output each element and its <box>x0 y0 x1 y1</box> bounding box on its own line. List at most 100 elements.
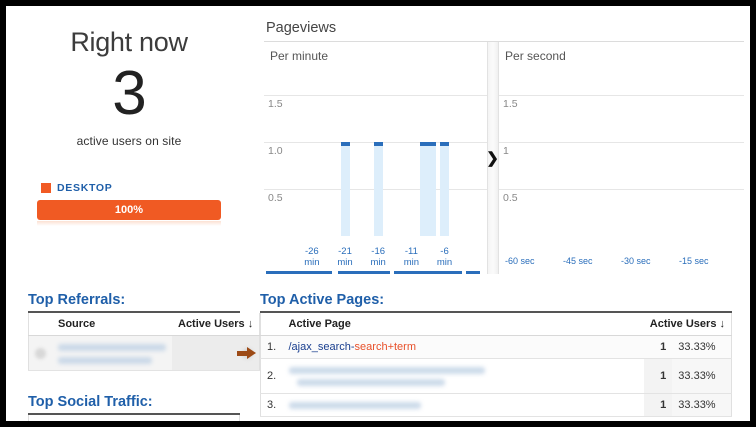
col-header-index <box>260 313 283 336</box>
arrow-shaft <box>237 350 248 356</box>
active-users-subtitle: active users on site <box>76 134 182 148</box>
y-axis-tick-label: 0.5 <box>268 192 283 205</box>
gridline <box>264 95 488 97</box>
col-header-active-users[interactable]: Active Users ↓ <box>643 313 732 336</box>
chart-bar-cap <box>426 142 436 147</box>
col-header-active-users-label: Active Users <box>125 420 192 421</box>
y-axis-tick-label: 1.5 <box>268 98 283 111</box>
chart-bar[interactable] <box>340 142 350 236</box>
col-header-blank <box>28 313 52 336</box>
active-users-percent: 33.33% <box>672 393 732 417</box>
chart-bar-cap <box>440 142 450 147</box>
chart-per-minute-plot: 1.5 1.0 0.5 <box>264 72 488 236</box>
referral-active-users-cell <box>172 335 260 371</box>
col-header-active-page[interactable]: Active Page <box>282 313 644 336</box>
page-cell[interactable] <box>282 393 644 417</box>
device-share-bar-shadow <box>37 221 221 226</box>
chart-bar[interactable] <box>420 142 430 236</box>
chart-bar[interactable] <box>440 142 450 236</box>
referral-avatar-cell <box>28 335 52 371</box>
top-social-traffic-section: Top Social Traffic: Source Active Users … <box>28 394 240 421</box>
pageviews-title: Pageviews <box>266 20 337 36</box>
top-referrals-section: Top Referrals: Source Active Users ↓ <box>28 292 261 371</box>
table-header-row: Source Active Users ↓ <box>28 415 240 421</box>
table-row[interactable]: 2. 1 33.33% <box>260 358 732 394</box>
top-active-pages-table: Active Page Active Users ↓ 1. /ajax_sear… <box>260 313 732 417</box>
sort-descending-icon[interactable]: ↓ <box>194 420 200 421</box>
y-axis-tick-label: 1.0 <box>268 145 283 158</box>
page-cell[interactable] <box>282 358 644 394</box>
chart-per-minute: Per minute 1.5 1.0 0.5 -26 min -21 min -16 min -… <box>264 42 488 274</box>
top-referrals-heading: Top Referrals: <box>28 292 240 313</box>
top-active-pages-heading: Top Active Pages: <box>260 292 732 313</box>
sort-descending-icon[interactable]: ↓ <box>247 318 254 330</box>
chart-per-second: Per second 1.5 1 0.5 -60 sec -45 sec -30 sec… <box>499 42 744 274</box>
y-axis-tick-label: 0.5 <box>503 192 518 205</box>
charts-panel-divider[interactable]: ❯ <box>486 42 500 274</box>
y-axis-tick-label: 1.5 <box>503 98 518 111</box>
redacted-text <box>58 357 152 365</box>
x-axis-tick-label: -21 min <box>337 246 353 268</box>
top-referrals-table: Source Active Users ↓ <box>28 313 261 371</box>
top-active-pages-section: Top Active Pages: Active Page Active Use… <box>260 292 732 417</box>
right-now-title: Right now <box>70 27 188 57</box>
page-cell[interactable]: /ajax_search-search+term <box>282 335 644 359</box>
pageviews-section: Pageviews Per minute 1.5 1.0 0.5 -26 min -21… <box>264 20 744 274</box>
chart-bar[interactable] <box>426 142 436 236</box>
col-header-active-users-label: Active Users <box>649 318 717 330</box>
top-social-traffic-heading: Top Social Traffic: <box>28 394 240 415</box>
gridline <box>499 189 744 191</box>
table-row[interactable]: 3. 1 33.33% <box>260 393 732 417</box>
device-legend: DESKTOP <box>14 182 244 194</box>
redacted-text <box>288 366 485 374</box>
chevron-right-icon[interactable]: ❯ <box>486 149 499 167</box>
x-axis-tick-label: -15 sec <box>679 256 709 266</box>
redacted-text <box>58 343 166 351</box>
chart-per-minute-axis-dashes <box>264 270 483 274</box>
table-row[interactable]: 1. /ajax_search-search+term 1 33.33% <box>260 335 732 359</box>
x-axis-tick-label: -60 sec <box>505 256 535 266</box>
sort-descending-icon[interactable]: ↓ <box>719 318 726 330</box>
col-header-active-users-label: Active Users <box>178 318 245 330</box>
page-path-prefix: /ajax_search- <box>288 341 355 353</box>
charts-row: Per minute 1.5 1.0 0.5 -26 min -21 min -16 min -… <box>264 41 744 274</box>
table-header-row: Active Page Active Users ↓ <box>260 313 732 336</box>
x-axis-tick-label: -16 min <box>370 246 386 268</box>
x-axis-tick-label: -45 sec <box>563 256 593 266</box>
active-users-percent: 33.33% <box>672 358 732 394</box>
table-header-row: Source Active Users ↓ <box>28 313 260 336</box>
col-header-active-users[interactable]: Active Users ↓ <box>118 415 240 421</box>
device-share-bar[interactable]: 100% <box>37 200 221 220</box>
y-axis-tick-label: 1 <box>503 145 509 158</box>
col-header-source[interactable]: Source <box>52 313 172 336</box>
active-users-value: 1 <box>643 335 673 359</box>
analytics-realtime-dashboard: Right now 3 active users on site DESKTOP… <box>6 6 750 421</box>
table-row[interactable] <box>28 335 260 371</box>
row-index: 2. <box>260 358 283 394</box>
active-page-link[interactable]: /ajax_search-search+term <box>289 341 417 353</box>
row-index: 1. <box>260 335 283 359</box>
active-users-percent: 33.33% <box>672 335 732 359</box>
redacted-text <box>288 401 421 409</box>
col-header-source[interactable]: Source <box>50 415 119 421</box>
x-axis-tick-label: -30 sec <box>621 256 651 266</box>
avatar <box>35 347 46 359</box>
row-index: 3. <box>260 393 283 417</box>
col-header-active-users[interactable]: Active Users ↓ <box>172 313 260 336</box>
chart-bar[interactable] <box>373 142 383 236</box>
chart-bar-cap <box>340 142 350 147</box>
right-now-panel: Right now 3 active users on site DESKTOP… <box>14 26 244 266</box>
redacted-text <box>296 378 445 386</box>
chart-per-minute-caption: Per minute <box>270 49 329 63</box>
x-axis-tick-label: -26 min <box>304 246 320 268</box>
x-axis-tick-label: -6 min <box>436 246 453 268</box>
x-axis-tick-label: -11 min <box>403 246 419 268</box>
gridline <box>499 95 744 97</box>
arrow-head <box>247 347 256 359</box>
active-users-value: 1 <box>643 393 673 417</box>
col-header-blank <box>28 415 51 421</box>
device-color-swatch <box>41 183 51 193</box>
chart-bar-cap <box>373 142 383 147</box>
referral-source-cell <box>52 335 172 371</box>
device-legend-label: DESKTOP <box>57 182 113 194</box>
